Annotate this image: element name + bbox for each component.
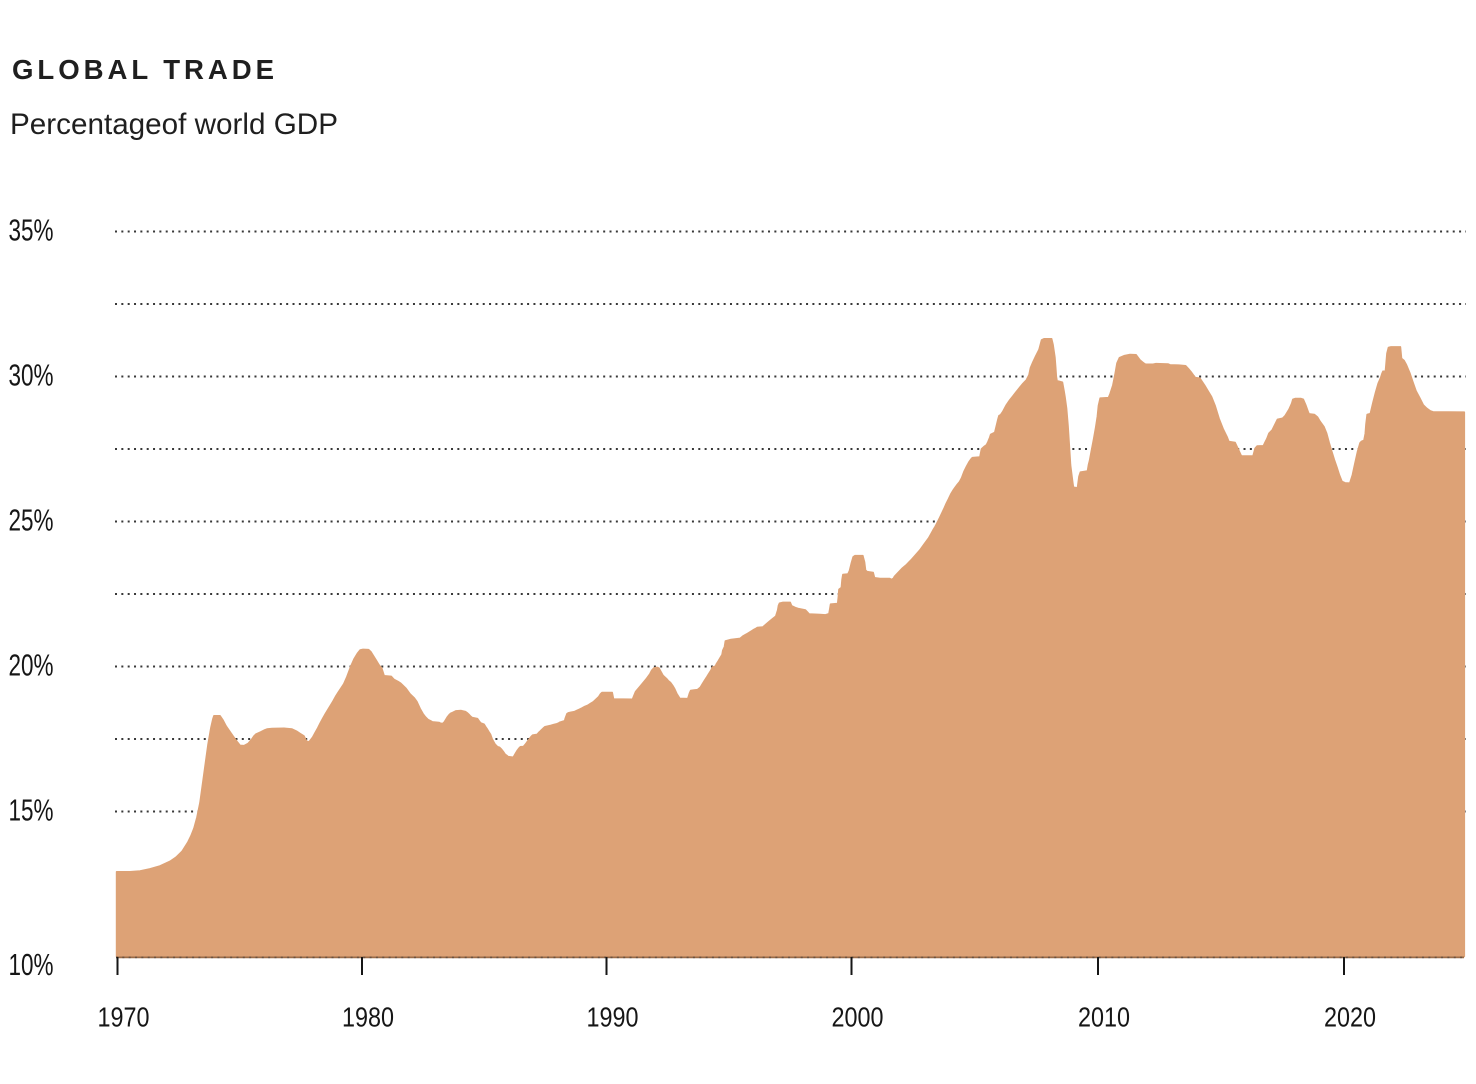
svg-text:1970: 1970 [98, 1002, 150, 1033]
svg-text:GLOBAL TRADE: GLOBAL TRADE [12, 54, 278, 85]
svg-text:20%: 20% [9, 647, 54, 682]
svg-text:1990: 1990 [587, 1002, 639, 1033]
svg-text:35%: 35% [9, 212, 54, 247]
svg-text:2010: 2010 [1078, 1002, 1130, 1033]
svg-text:30%: 30% [9, 357, 54, 392]
svg-text:2000: 2000 [832, 1002, 884, 1033]
svg-text:2020: 2020 [1324, 1002, 1376, 1033]
svg-text:15%: 15% [9, 792, 54, 827]
svg-text:Percentageof world GDP: Percentageof world GDP [10, 108, 338, 141]
svg-text:25%: 25% [9, 502, 54, 537]
svg-text:10%: 10% [9, 947, 54, 982]
svg-text:1980: 1980 [342, 1002, 394, 1033]
